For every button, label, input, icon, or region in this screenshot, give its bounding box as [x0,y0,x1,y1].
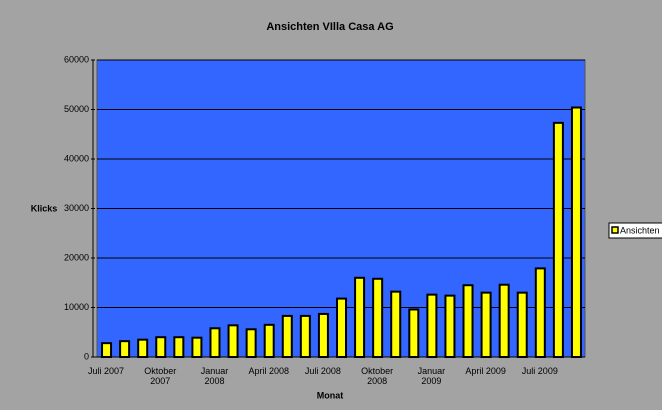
bar [137,338,149,358]
bar [534,267,546,358]
bar [191,336,203,359]
bar [227,324,239,359]
x-tick-label: Juli 2009 [521,366,558,376]
bar [372,277,384,359]
bar [209,327,221,359]
y-tick-label: 40000 [64,153,89,163]
bar [245,328,257,358]
y-tick-label: 10000 [64,302,89,312]
x-axis-title: Monat [317,390,344,400]
bar [336,297,347,358]
legend-box [608,222,662,239]
bar [317,312,329,358]
bar [516,291,528,358]
y-axis-title: Klicks [31,203,58,213]
bar [101,342,113,359]
x-tick-label: April 2009 [465,366,506,376]
bar [444,294,456,358]
y-tick-label: 60000 [64,54,89,64]
bar [173,336,185,359]
bar [390,290,402,358]
x-tick-label: Januar 2008 [200,366,229,386]
bar [263,323,275,359]
x-tick-label: Januar 2009 [417,366,446,386]
bar [119,340,131,359]
y-tick-label: 30000 [64,203,89,213]
x-tick-label: Juli 2008 [304,366,341,376]
chart-title: Ansichten VIlla Casa AG [266,21,393,33]
bar [552,121,564,358]
bar [281,314,293,359]
legend-swatch [611,226,619,234]
x-tick-label: Juli 2007 [88,366,125,376]
bar [462,284,474,359]
bar [480,291,492,358]
bar [426,293,438,359]
y-tick-label: 0 [84,351,89,361]
x-tick-label: Oktober 2007 [144,366,177,386]
x-tick-label: April 2008 [248,366,289,376]
bar [408,308,420,359]
y-tick-label: 50000 [64,104,89,114]
y-tick-label: 20000 [64,252,89,262]
bar [498,283,510,359]
legend-label: Ansichten [620,225,660,235]
x-tick-label: Oktober 2008 [361,366,394,386]
bar [155,336,167,359]
bar [299,314,311,359]
bar [354,276,366,358]
bar [570,106,582,358]
